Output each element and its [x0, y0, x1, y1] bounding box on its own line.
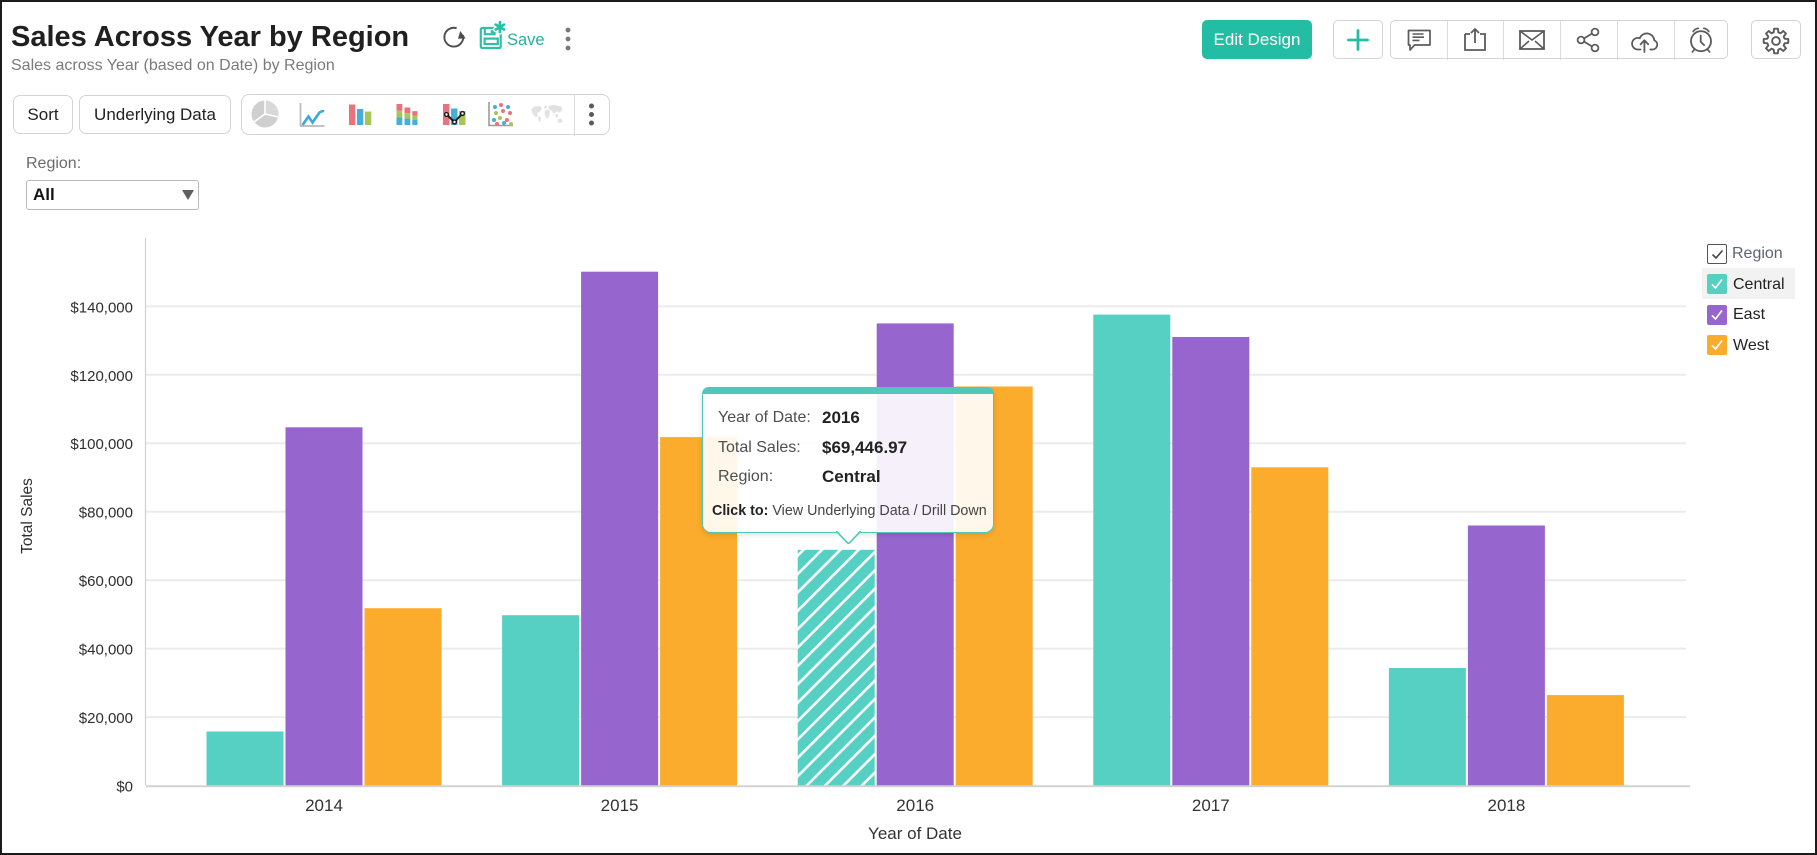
svg-text:$100,000: $100,000 [70, 436, 133, 453]
svg-text:$0: $0 [116, 779, 133, 796]
svg-text:2016: 2016 [896, 796, 934, 815]
svg-text:2015: 2015 [601, 796, 639, 815]
svg-text:2014: 2014 [305, 796, 343, 815]
svg-text:Total Sales: Total Sales [19, 478, 36, 554]
svg-text:$80,000: $80,000 [79, 505, 133, 522]
svg-text:Year of Date: Year of Date [868, 824, 962, 843]
svg-text:$40,000: $40,000 [79, 642, 133, 659]
svg-text:$60,000: $60,000 [79, 573, 133, 590]
svg-text:2018: 2018 [1487, 796, 1525, 815]
svg-text:2017: 2017 [1192, 796, 1230, 815]
svg-text:$20,000: $20,000 [79, 710, 133, 727]
svg-text:$140,000: $140,000 [70, 299, 133, 316]
svg-text:$120,000: $120,000 [70, 368, 133, 385]
